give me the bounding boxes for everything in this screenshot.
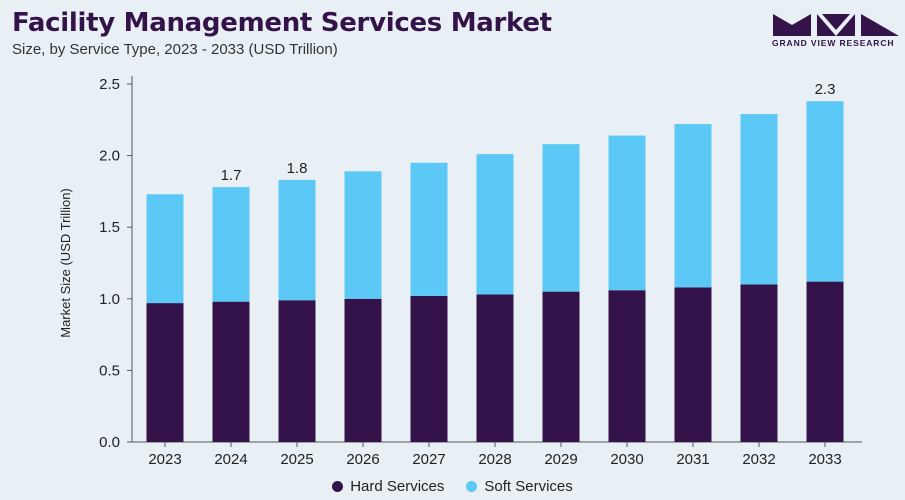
bar-soft-2029: [542, 144, 580, 292]
x-tick-label-2030: 2030: [610, 451, 643, 468]
bar-soft-2032: [740, 114, 778, 285]
x-tick-label-2032: 2032: [742, 451, 775, 468]
y-tick-label-0: 0.0: [99, 434, 120, 451]
data-label-2025: 1.8: [287, 160, 308, 177]
bar-hard-2027: [410, 295, 448, 442]
x-tick-label-2024: 2024: [214, 451, 247, 468]
bar-soft-2031: [674, 124, 712, 288]
bar-soft-2028: [476, 154, 514, 295]
grand-view-research-logo: [773, 14, 899, 36]
x-tick-label-2028: 2028: [478, 451, 511, 468]
bar-soft-2030: [608, 135, 646, 291]
legend-label-hard: Hard Services: [350, 478, 445, 495]
bar-soft-2026: [344, 171, 382, 299]
data-label-2024: 1.7: [221, 167, 242, 184]
x-tick-label-2029: 2029: [544, 451, 577, 468]
bar-hard-2029: [542, 291, 580, 442]
bar-hard-2025: [278, 300, 316, 442]
x-tick-label-2023: 2023: [148, 451, 181, 468]
bar-soft-2027: [410, 162, 448, 296]
legend-label-soft: Soft Services: [484, 478, 573, 495]
y-tick-label-1: 0.5: [99, 362, 120, 379]
x-tick-label-2031: 2031: [676, 451, 709, 468]
bar-hard-2030: [608, 290, 646, 442]
y-tick-label-5: 2.5: [99, 76, 120, 93]
x-tick-label-2026: 2026: [346, 451, 379, 468]
data-label-2033: 2.3: [815, 81, 836, 98]
bar-soft-2033: [806, 101, 844, 282]
chart-subtitle: Size, by Service Type, 2023 - 2033 (USD …: [12, 41, 338, 58]
legend-swatch-hard: [332, 481, 344, 492]
stacked-bar-chart: 0.0 0.5 1.0 1.5 2.0 2.5 Market Size (USD Trill…: [58, 76, 862, 468]
legend-item-soft-services: Soft Services: [466, 478, 573, 495]
bar-hard-2033: [806, 281, 844, 442]
x-tick-label-2033: 2033: [808, 451, 841, 468]
legend-swatch-soft: [466, 481, 478, 492]
bar-soft-2024: [212, 187, 250, 302]
y-axis-label: Market Size (USD Trillion): [58, 188, 73, 338]
legend: Hard Services Soft Services: [0, 478, 905, 495]
chart-title: Facility Management Services Market: [12, 8, 552, 38]
bar-hard-2028: [476, 294, 514, 442]
legend-item-hard-services: Hard Services: [332, 478, 444, 495]
bar-hard-2031: [674, 287, 712, 442]
bar-hard-2024: [212, 301, 250, 442]
bar-soft-2023: [146, 194, 184, 304]
bar-hard-2026: [344, 298, 382, 442]
x-tick-label-2027: 2027: [412, 451, 445, 468]
bar-soft-2025: [278, 179, 316, 301]
bar-hard-2032: [740, 284, 778, 442]
bar-hard-2023: [146, 303, 184, 442]
x-tick-label-2025: 2025: [280, 451, 313, 468]
y-tick-label-3: 1.5: [99, 219, 120, 236]
y-tick-label-4: 2.0: [99, 148, 120, 165]
logo-text: GRAND VIEW RESEARCH: [772, 38, 895, 48]
y-tick-label-2: 1.0: [99, 291, 120, 308]
